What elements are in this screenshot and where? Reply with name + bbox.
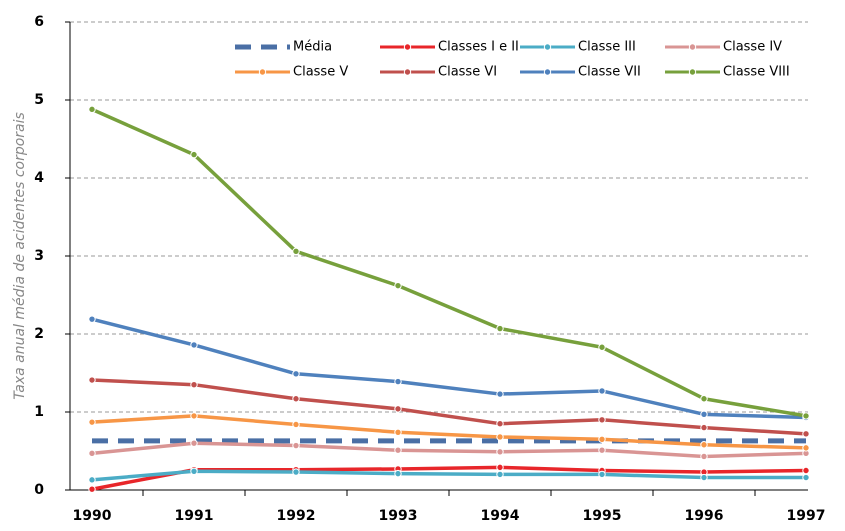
point xyxy=(598,343,606,351)
point xyxy=(394,377,402,386)
legend-marker xyxy=(403,68,412,76)
legend-label: Classe VIII xyxy=(723,65,790,80)
point xyxy=(496,390,504,398)
point xyxy=(802,466,810,475)
point xyxy=(292,247,300,256)
point xyxy=(496,470,504,479)
point xyxy=(394,446,402,454)
point xyxy=(190,341,198,349)
x-tick-label: 1993 xyxy=(379,508,418,524)
point xyxy=(598,446,606,454)
x-tick-label: 1990 xyxy=(73,508,112,524)
point xyxy=(394,281,402,290)
legend-marker xyxy=(403,43,412,51)
y-tick-label: 2 xyxy=(34,326,44,342)
y-tick-label: 1 xyxy=(34,404,44,420)
y-axis-label: Taxa anual média de acidentes corporais xyxy=(12,112,28,400)
legend-label: Classe VI xyxy=(438,65,497,80)
point xyxy=(190,467,198,475)
point xyxy=(292,395,300,403)
point xyxy=(802,430,810,438)
point xyxy=(88,418,96,426)
legend-label: Classe III xyxy=(578,40,636,55)
point xyxy=(88,476,96,484)
series-line xyxy=(91,441,807,459)
point xyxy=(700,395,708,403)
point xyxy=(700,423,708,432)
point xyxy=(292,441,300,450)
x-tick-label: 1996 xyxy=(685,508,724,524)
legend-marker xyxy=(543,68,552,76)
point xyxy=(292,468,300,476)
x-tick-label: 1994 xyxy=(481,508,520,524)
point xyxy=(292,370,300,378)
legend-label: Classe IV xyxy=(723,40,782,55)
point xyxy=(700,410,708,419)
x-tick-label: 1991 xyxy=(175,508,214,524)
point xyxy=(598,387,606,395)
legend-marker xyxy=(688,68,697,76)
legend-label: Média xyxy=(293,40,332,55)
series-line xyxy=(91,317,807,420)
point xyxy=(394,469,402,478)
point xyxy=(88,315,96,323)
point xyxy=(802,412,810,420)
point xyxy=(700,473,708,482)
point xyxy=(292,420,300,429)
point xyxy=(88,105,96,114)
series-line xyxy=(91,469,806,482)
x-tick-label: 1995 xyxy=(583,508,622,524)
point xyxy=(598,470,606,479)
point xyxy=(496,420,504,428)
legend-label: Classe V xyxy=(293,65,348,80)
legend-label: Classe VII xyxy=(578,65,641,80)
point xyxy=(700,452,708,461)
y-tick-label: 4 xyxy=(34,170,44,186)
legend-marker xyxy=(543,43,552,51)
point xyxy=(190,381,198,389)
series-line xyxy=(91,378,807,436)
legend-label: Classes I e II xyxy=(438,40,519,55)
point xyxy=(496,433,504,441)
point xyxy=(394,428,402,436)
y-tick-label: 5 xyxy=(34,92,44,108)
y-tick-label: 0 xyxy=(34,482,44,498)
y-tick-label: 6 xyxy=(34,14,44,30)
legend-marker xyxy=(258,68,267,76)
point xyxy=(88,449,96,458)
point xyxy=(496,448,504,456)
series-line xyxy=(91,414,807,450)
y-tick-label: 3 xyxy=(34,248,44,264)
x-tick-label: 1992 xyxy=(277,508,316,524)
point xyxy=(802,444,810,452)
point xyxy=(190,439,198,447)
legend-marker xyxy=(688,43,697,51)
series-line xyxy=(91,107,807,418)
point xyxy=(496,324,504,333)
point xyxy=(496,463,504,472)
point xyxy=(88,376,96,384)
point xyxy=(802,473,810,482)
point xyxy=(598,416,606,424)
point xyxy=(598,435,606,443)
x-tick-label: 1997 xyxy=(787,508,826,524)
point xyxy=(394,405,402,413)
point xyxy=(190,412,198,420)
point xyxy=(88,485,96,493)
point xyxy=(190,150,198,159)
point xyxy=(700,441,708,449)
